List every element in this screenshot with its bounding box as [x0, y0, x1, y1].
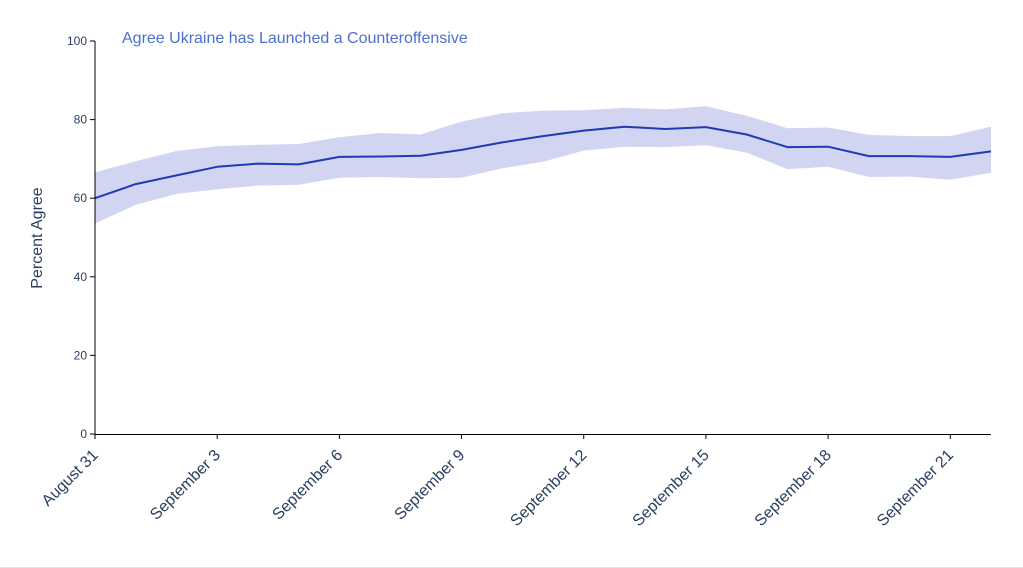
y-tick-label: 0	[80, 427, 87, 441]
y-tick-layer: 0 20 40 60 80 100	[67, 34, 95, 441]
axes-layer	[94, 41, 991, 435]
y-axis-title: Percent Agree	[29, 187, 46, 289]
y-tick-label: 100	[67, 34, 87, 48]
y-tick-label: 60	[74, 191, 88, 205]
x-tick-label: September 6	[269, 447, 346, 524]
confidence-band	[95, 106, 991, 224]
chart-title: Agree Ukraine has Launched a Counteroffe…	[122, 30, 468, 47]
x-tick-label: September 9	[392, 447, 469, 524]
series-line-layer	[94, 125, 992, 200]
y-tick-label: 40	[74, 270, 88, 284]
x-tick-label: September 21	[874, 447, 957, 530]
x-tick-label: September 15	[630, 447, 713, 530]
x-tick-label: September 12	[507, 447, 590, 530]
series-line-percent-agree	[94, 125, 992, 200]
y-tick-label: 80	[74, 113, 88, 127]
x-tick-label: September 3	[147, 447, 224, 524]
x-tick-label: August 31	[39, 447, 102, 510]
x-tick-layer: August 31 September 3 September 6 September…	[39, 434, 957, 530]
x-tick-label: September 18	[752, 447, 835, 530]
confidence-band-layer	[95, 106, 991, 224]
y-tick-label: 20	[74, 348, 88, 362]
